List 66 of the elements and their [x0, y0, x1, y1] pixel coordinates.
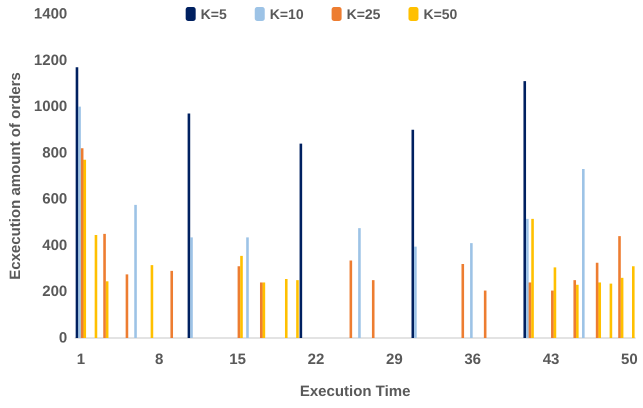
- bar: [596, 262, 598, 338]
- bar: [523, 81, 526, 338]
- bar: [83, 160, 86, 338]
- y-axis-title: Ecxecution amount of orders: [7, 72, 24, 280]
- y-tick-label: 1200: [34, 52, 68, 69]
- bar: [412, 130, 414, 338]
- bar: [300, 144, 302, 338]
- bar: [620, 278, 624, 338]
- bar: [528, 282, 532, 338]
- bar: [103, 234, 106, 338]
- x-tick-label: 36: [464, 351, 482, 368]
- bar: [126, 274, 128, 338]
- bar: [618, 236, 621, 338]
- legend-label: K=10: [270, 6, 304, 22]
- x-tick-label: 22: [308, 351, 324, 368]
- bar: [262, 282, 266, 338]
- bar: [240, 256, 243, 338]
- bar: [576, 284, 579, 338]
- bar: [150, 265, 154, 338]
- bar: [80, 148, 84, 338]
- legend-label: K=25: [346, 6, 381, 22]
- y-tick-label: 1400: [34, 6, 68, 22]
- bar: [350, 260, 352, 338]
- bar: [284, 278, 288, 338]
- bar: [246, 237, 249, 338]
- x-tick-label: 50: [621, 351, 638, 368]
- bar: [170, 270, 174, 338]
- bar: [414, 246, 417, 338]
- y-tick-label: 800: [42, 144, 68, 162]
- bar: [372, 280, 375, 338]
- bar: [582, 169, 585, 338]
- x-tick-label: 1: [76, 351, 86, 368]
- y-tick-label: 1000: [34, 98, 68, 116]
- bar: [573, 280, 576, 338]
- x-axis-title: Execution Time: [300, 383, 410, 400]
- bar: [188, 114, 190, 338]
- bar: [190, 237, 193, 338]
- legend-label: K=50: [423, 6, 458, 22]
- x-tick-label: 29: [386, 351, 403, 368]
- x-tick-label: 43: [542, 351, 560, 368]
- bar: [296, 280, 299, 338]
- y-tick-label: 0: [58, 330, 68, 346]
- bar: [94, 235, 98, 338]
- legend-label: K=5: [200, 6, 227, 22]
- bar: [461, 264, 464, 338]
- bar: [106, 281, 108, 338]
- y-tick-label: 400: [42, 236, 68, 254]
- bar: [238, 266, 240, 338]
- y-tick-label: 200: [42, 283, 68, 300]
- bar: [260, 282, 263, 338]
- bar: [610, 284, 612, 338]
- bar: [484, 290, 486, 338]
- bar: [526, 218, 529, 338]
- bar: [551, 290, 554, 338]
- bar: [598, 282, 602, 338]
- bar: [76, 67, 78, 338]
- bar: [632, 266, 635, 338]
- x-tick-label: 8: [155, 351, 164, 368]
- bar: [470, 243, 473, 338]
- x-tick-label: 15: [229, 351, 246, 368]
- bar: [358, 228, 361, 338]
- bar: [134, 204, 137, 338]
- bar: [554, 267, 556, 338]
- bar: [78, 106, 81, 338]
- bar: [531, 218, 534, 338]
- y-tick-label: 600: [42, 190, 68, 208]
